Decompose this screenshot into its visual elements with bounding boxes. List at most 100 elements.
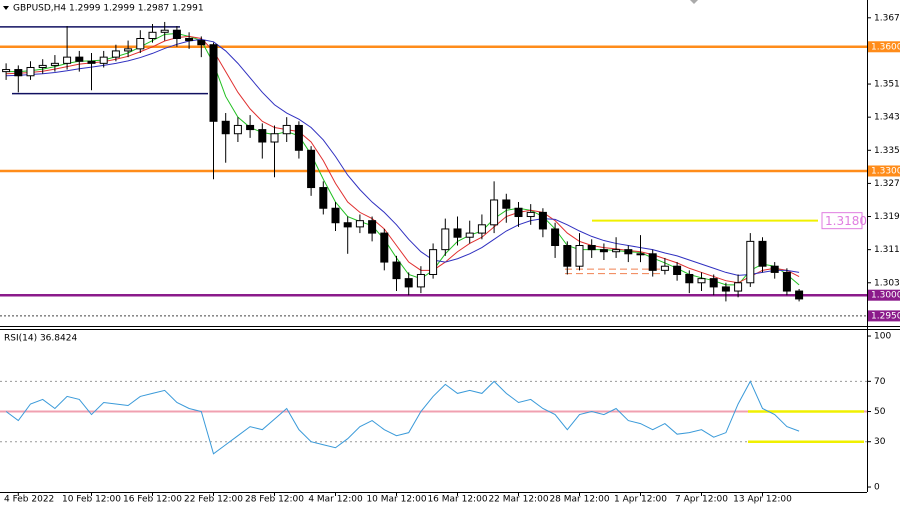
candle-body [209, 44, 218, 122]
candle-body [697, 278, 706, 284]
candle-body [197, 40, 206, 46]
candle-body [75, 56, 84, 62]
candle-body [319, 187, 328, 209]
level-label: 1.2950 [871, 311, 900, 321]
scroll-marker [690, 0, 698, 4]
candle-body [87, 60, 96, 64]
y-tick-label: 100 [874, 332, 891, 342]
candle-body [514, 207, 523, 218]
y-tick-label: 30 [874, 437, 886, 447]
chart-title: GBPUSD,H4 1.2999 1.2999 1.2987 1.2991 [13, 4, 204, 14]
y-tick-label: 1.3270 [874, 179, 900, 189]
y-tick-label: 1.3670 [874, 13, 900, 23]
level-label: 1.3600 [871, 42, 900, 52]
candle-body [758, 240, 767, 267]
candle-body [673, 265, 682, 275]
candle-body [526, 211, 535, 218]
x-tick-label: 16 Feb 12:00 [123, 495, 182, 505]
candle-body [770, 265, 779, 273]
candle-body [575, 245, 584, 267]
candle-body [111, 50, 120, 58]
x-tick-label: 7 Apr 12:00 [675, 495, 728, 505]
level-label-box [868, 289, 900, 301]
moving-average [6, 35, 800, 284]
candle-body [136, 38, 145, 50]
y-tick-label: 1.3190 [874, 212, 900, 222]
level-label-box [868, 165, 900, 177]
candle-body [26, 66, 35, 77]
candle-body [294, 124, 303, 151]
level-label: 1.3000 [871, 291, 900, 301]
level-label-box [868, 41, 900, 53]
candle-body [124, 48, 133, 52]
candle-body [392, 261, 401, 280]
candle-body [453, 228, 462, 238]
candle-body [734, 282, 743, 292]
x-tick-label: 4 Mar 12:00 [308, 495, 363, 505]
y-tick-label: 1.3030 [874, 278, 900, 288]
candle-body [368, 220, 377, 234]
candle-body [795, 290, 804, 300]
y-tick-label: 0 [874, 483, 880, 493]
candle-body [14, 69, 23, 77]
x-tick-label: 16 Mar 12:00 [427, 495, 487, 505]
candle-body [709, 278, 718, 288]
candle-body [551, 228, 560, 247]
rsi-line [5, 380, 800, 455]
candle-body [270, 133, 279, 143]
candle-body [416, 273, 425, 288]
candle-body [660, 265, 669, 271]
menu-icon[interactable] [3, 6, 9, 10]
candle-body [343, 222, 352, 228]
candle-body [538, 211, 547, 230]
x-tick-label: 28 Feb 12:00 [245, 495, 304, 505]
candle-body [746, 240, 755, 284]
level-label: 1.3300 [871, 166, 900, 176]
candle-body [221, 120, 230, 135]
x-tick-label: 28 Mar 12:00 [549, 495, 609, 505]
candle-body [185, 38, 194, 42]
candle-body [685, 273, 694, 284]
x-tick-label: 1 Apr 12:00 [614, 495, 667, 505]
x-tick-label: 22 Mar 12:00 [488, 495, 548, 505]
x-tick-label: 4 Feb 2022 [4, 495, 54, 505]
candle-body [172, 29, 181, 40]
candle-body [380, 232, 389, 263]
candle-body [404, 278, 413, 288]
candle-body [246, 124, 255, 131]
x-tick-label: 22 Feb 12:00 [184, 495, 243, 505]
candle-body [587, 245, 596, 251]
x-tick-label: 10 Feb 12:00 [62, 495, 121, 505]
moving-average [6, 38, 800, 276]
candle-body [282, 124, 291, 135]
candle-body [148, 31, 157, 40]
candle-body [563, 245, 572, 267]
candle-body [258, 129, 267, 143]
y-tick-label: 1.3430 [874, 113, 900, 123]
candle-body [307, 149, 316, 189]
x-tick-label: 13 Apr 12:00 [733, 495, 792, 505]
level-label-box [868, 310, 900, 322]
candle-body [429, 249, 438, 275]
candle-body [624, 249, 633, 255]
rsi-title: RSI(14) 36.8424 [4, 334, 77, 344]
candle-body [612, 249, 621, 253]
candle-body [2, 69, 11, 73]
x-tick-label: 10 Mar 12:00 [366, 495, 426, 505]
candle-body [331, 207, 340, 224]
y-tick-label: 1.3510 [874, 80, 900, 90]
candle-body [160, 29, 169, 33]
candle-body [636, 253, 645, 256]
candle-body [477, 224, 486, 234]
candle-body [233, 124, 242, 135]
candle-body [355, 220, 364, 228]
y-tick-label: 50 [874, 407, 886, 417]
y-tick-label: 70 [874, 377, 886, 387]
candle-body [721, 286, 730, 292]
candle-body [599, 249, 608, 253]
candle-body [63, 56, 72, 64]
target-label-box [821, 212, 863, 230]
candle-body [38, 64, 47, 68]
candle-body [50, 62, 59, 66]
